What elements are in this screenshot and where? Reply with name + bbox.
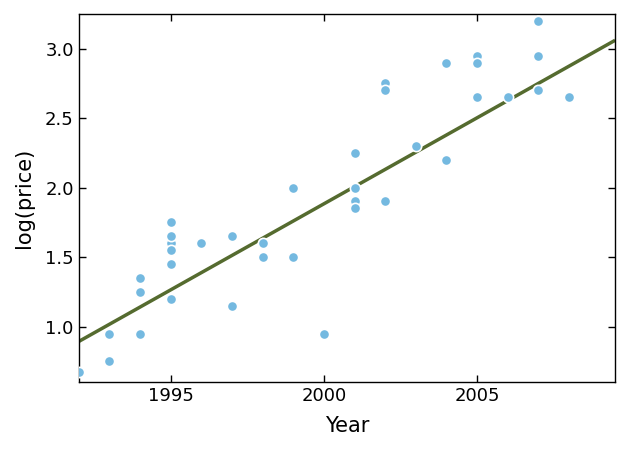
Point — [350, 184, 360, 191]
Point — [165, 295, 175, 302]
Point — [288, 184, 298, 191]
Point — [319, 330, 329, 337]
Point — [411, 142, 421, 149]
Point — [350, 198, 360, 205]
Point — [533, 52, 543, 59]
Point — [165, 239, 175, 247]
Point — [257, 253, 267, 261]
Point — [442, 59, 452, 66]
Point — [564, 94, 574, 101]
Point — [165, 233, 175, 240]
Point — [196, 239, 206, 247]
Point — [350, 149, 360, 157]
Point — [442, 156, 452, 163]
Point — [135, 330, 145, 337]
Point — [503, 94, 513, 101]
Point — [227, 302, 237, 309]
Point — [135, 288, 145, 295]
Point — [380, 198, 390, 205]
Point — [288, 253, 298, 261]
Point — [564, 94, 574, 101]
X-axis label: Year: Year — [325, 416, 369, 436]
Point — [227, 233, 237, 240]
Point — [472, 94, 482, 101]
Point — [165, 261, 175, 268]
Point — [165, 219, 175, 226]
Point — [74, 369, 84, 376]
Point — [350, 205, 360, 212]
Point — [380, 80, 390, 87]
Point — [472, 52, 482, 59]
Y-axis label: log(price): log(price) — [14, 148, 34, 248]
Point — [533, 17, 543, 24]
Point — [104, 358, 114, 365]
Point — [257, 239, 267, 247]
Point — [472, 59, 482, 66]
Point — [533, 87, 543, 94]
Point — [104, 330, 114, 337]
Point — [165, 247, 175, 254]
Point — [380, 87, 390, 94]
Point — [288, 253, 298, 261]
Point — [350, 149, 360, 157]
Point — [135, 274, 145, 282]
